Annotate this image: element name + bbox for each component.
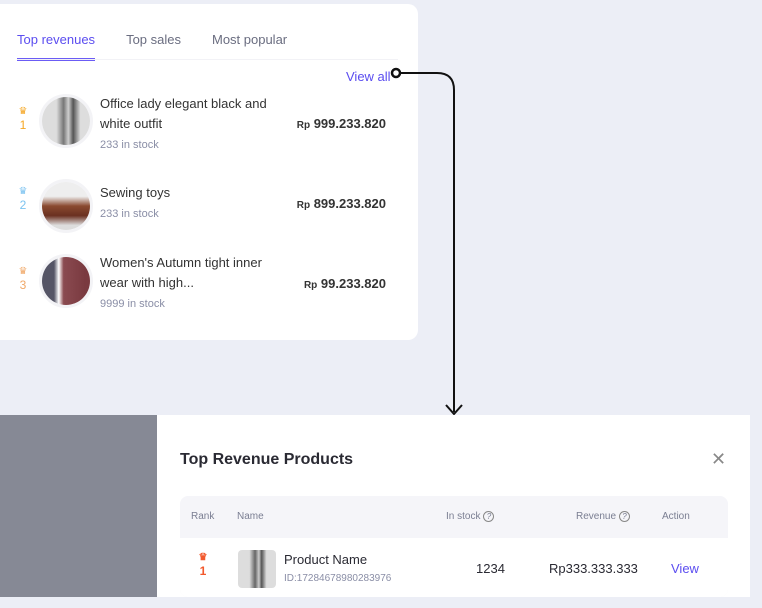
help-icon[interactable]: ?: [483, 511, 495, 522]
modal-overlay[interactable]: [0, 415, 157, 597]
tab-top-sales[interactable]: Top sales: [126, 32, 181, 47]
product-name: Sewing toys: [100, 185, 171, 200]
view-link[interactable]: View: [671, 561, 699, 576]
product-name: Women's Autumn tight inner wear with hig…: [100, 255, 262, 290]
product-stock: 9999 in stock: [100, 298, 165, 310]
col-action: Action: [662, 511, 690, 522]
product-name: Product Name: [284, 552, 368, 567]
product-image: [238, 550, 276, 588]
list-item[interactable]: ♛ 2 Sewing toys 233 in stock Rp 899.233.8…: [0, 176, 408, 246]
products-table: Rank Name In stock? Revenue? Action ♛ 1 P…: [180, 496, 728, 597]
top-revenue-modal: Top Revenue Products ✕ Rank Name In stoc…: [157, 415, 750, 597]
list-item[interactable]: ♛ 3 Women's Autumn tight inner wear with …: [0, 252, 408, 322]
product-stock: 233 in stock: [100, 208, 159, 220]
crown-icon: ♛: [18, 266, 28, 277]
tab-divider: [17, 59, 398, 60]
close-icon[interactable]: ✕: [711, 449, 727, 469]
product-name: Office lady elegant black and white outf…: [100, 96, 267, 131]
crown-icon: ♛: [198, 552, 208, 563]
rank: ♛ 3: [16, 266, 30, 292]
list-item[interactable]: ♛ 1 Office lady elegant black and white o…: [0, 92, 408, 162]
stock-value: 1234: [476, 561, 505, 576]
product-image: [39, 254, 93, 308]
product-stock: 233 in stock: [100, 139, 159, 151]
col-revenue: Revenue?: [576, 511, 631, 522]
modal-title: Top Revenue Products: [180, 451, 354, 468]
col-name: Name: [237, 511, 264, 522]
crown-icon: ♛: [18, 186, 28, 197]
product-price: Rp 99.233.820: [303, 276, 386, 291]
revenue-value: Rp333.333.333: [549, 561, 638, 576]
table-row: ♛ 1 Product Name ID:17284678980283976 123…: [180, 538, 728, 597]
table-header: Rank Name In stock? Revenue? Action: [180, 496, 728, 538]
product-id: ID:17284678980283976: [284, 573, 392, 584]
product-price: Rp 899.233.820: [296, 196, 386, 211]
view-all-link[interactable]: View all: [346, 69, 391, 84]
rank: ♛ 1: [16, 106, 30, 132]
tab-most-popular[interactable]: Most popular: [211, 32, 288, 47]
product-image: [39, 94, 93, 148]
product-image: [39, 179, 93, 233]
rank: ♛ 1: [196, 552, 210, 578]
top-products-card: Top revenues Top sales Most popular View…: [0, 4, 418, 340]
col-stock: In stock?: [446, 511, 495, 522]
help-icon[interactable]: ?: [619, 511, 631, 522]
product-price: Rp 999.233.820: [296, 116, 386, 131]
rank: ♛ 2: [16, 186, 30, 212]
col-rank: Rank: [191, 511, 215, 522]
crown-icon: ♛: [18, 106, 28, 117]
